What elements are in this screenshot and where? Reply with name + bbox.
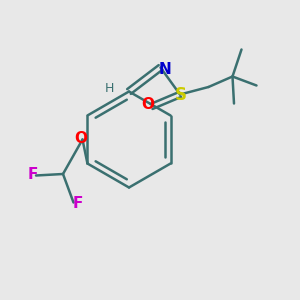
Text: H: H — [105, 82, 114, 95]
Text: O: O — [74, 131, 87, 146]
Text: F: F — [73, 196, 83, 211]
Text: N: N — [159, 61, 172, 76]
Text: O: O — [141, 97, 154, 112]
Text: F: F — [27, 167, 38, 182]
Text: S: S — [175, 86, 187, 104]
